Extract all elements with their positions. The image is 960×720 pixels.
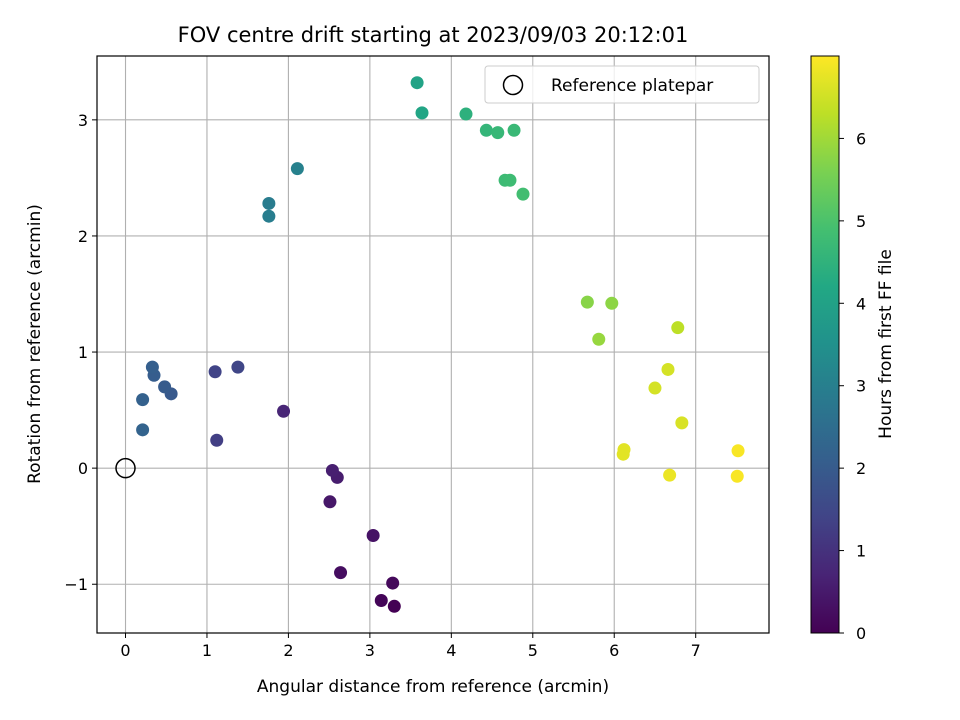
scatter-point: [459, 107, 473, 121]
colorbar-ticks: 0 1 2 3 4 5 6: [839, 129, 866, 643]
scatter-point: [334, 566, 348, 580]
scatter-point: [503, 173, 517, 187]
x-tick-label: 1: [202, 641, 212, 660]
legend: Reference platepar: [484, 65, 760, 104]
scatter-point: [210, 433, 224, 447]
legend-box: [484, 65, 760, 104]
scatter-point: [208, 365, 222, 379]
legend-entry-reference-platepar: Reference platepar: [551, 76, 713, 96]
x-tick-label: 7: [691, 641, 701, 660]
grid: [97, 56, 769, 633]
y-axis-label: Rotation from reference (arcmin): [25, 204, 45, 484]
x-tick-label: 3: [365, 641, 375, 660]
y-tick-label: 1: [78, 343, 88, 362]
scatter-point: [323, 495, 337, 509]
x-tick-label: 0: [120, 641, 130, 660]
scatter-point: [648, 381, 662, 395]
x-tick-label: 4: [446, 641, 456, 660]
scatter-point: [479, 123, 493, 137]
scatter-point: [605, 296, 619, 310]
scatter-point: [671, 321, 685, 335]
scatter-point: [516, 187, 530, 201]
scatter-point: [262, 196, 276, 210]
scatter-point: [410, 76, 424, 90]
scatter-point: [663, 468, 677, 482]
plot-frame: [96, 55, 770, 634]
colorbar-tick-label: 2: [856, 459, 866, 478]
scatter-point: [374, 593, 388, 607]
y-tick-label: 2: [78, 227, 88, 246]
scatter-point: [675, 416, 689, 430]
y-axis-ticks: −1 0 1 2 3: [64, 111, 97, 594]
colorbar-tick-label: 3: [856, 377, 866, 396]
scatter-point: [592, 332, 606, 346]
scatter-point: [277, 404, 291, 418]
colorbar-tick-label: 4: [856, 294, 866, 313]
scatter-points: [136, 76, 745, 613]
x-tick-label: 2: [283, 641, 293, 660]
scatter-point: [262, 209, 276, 223]
scatter-point: [507, 123, 521, 137]
y-tick-label: 3: [78, 111, 88, 130]
x-axis-ticks: 0 1 2 3 4 5 6 7: [120, 633, 701, 660]
scatter-point: [580, 295, 594, 309]
x-axis-label: Angular distance from reference (arcmin): [257, 677, 609, 697]
reference-marker-layer: [115, 457, 136, 479]
colorbar-tick-label: 6: [856, 129, 866, 148]
scatter-point: [290, 162, 304, 176]
scatter-point: [491, 126, 505, 140]
scatter-point: [136, 393, 150, 407]
colorbar-gradient: [810, 55, 840, 634]
scatter-point: [386, 576, 400, 590]
scatter-point: [145, 360, 159, 374]
colorbar-label: Hours from first FF file: [876, 249, 896, 439]
y-tick-label: 0: [78, 459, 88, 478]
scatter-point: [387, 599, 401, 613]
colorbar: 0 1 2 3 4 5 6 Hours from first FF file: [810, 55, 896, 643]
scatter-point: [158, 380, 172, 394]
scatter-point: [616, 447, 630, 461]
scatter-point: [366, 528, 380, 542]
scatter-point: [415, 106, 429, 120]
x-tick-label: 5: [528, 641, 538, 660]
reference-platepar-marker: [115, 457, 136, 479]
scatter-point: [136, 423, 150, 437]
legend-reference-marker: [502, 74, 524, 96]
y-tick-label: −1: [64, 575, 88, 594]
scatter-point: [731, 444, 745, 458]
scatter-point: [730, 469, 744, 483]
scatter-point: [325, 463, 339, 477]
colorbar-tick-label: 0: [856, 624, 866, 643]
scatter-point: [661, 362, 675, 376]
scatter-point: [231, 360, 245, 374]
colorbar-tick-label: 5: [856, 212, 866, 231]
x-tick-label: 6: [609, 641, 619, 660]
chart-title: FOV centre drift starting at 2023/09/03 …: [178, 23, 689, 47]
colorbar-tick-label: 1: [856, 542, 866, 561]
